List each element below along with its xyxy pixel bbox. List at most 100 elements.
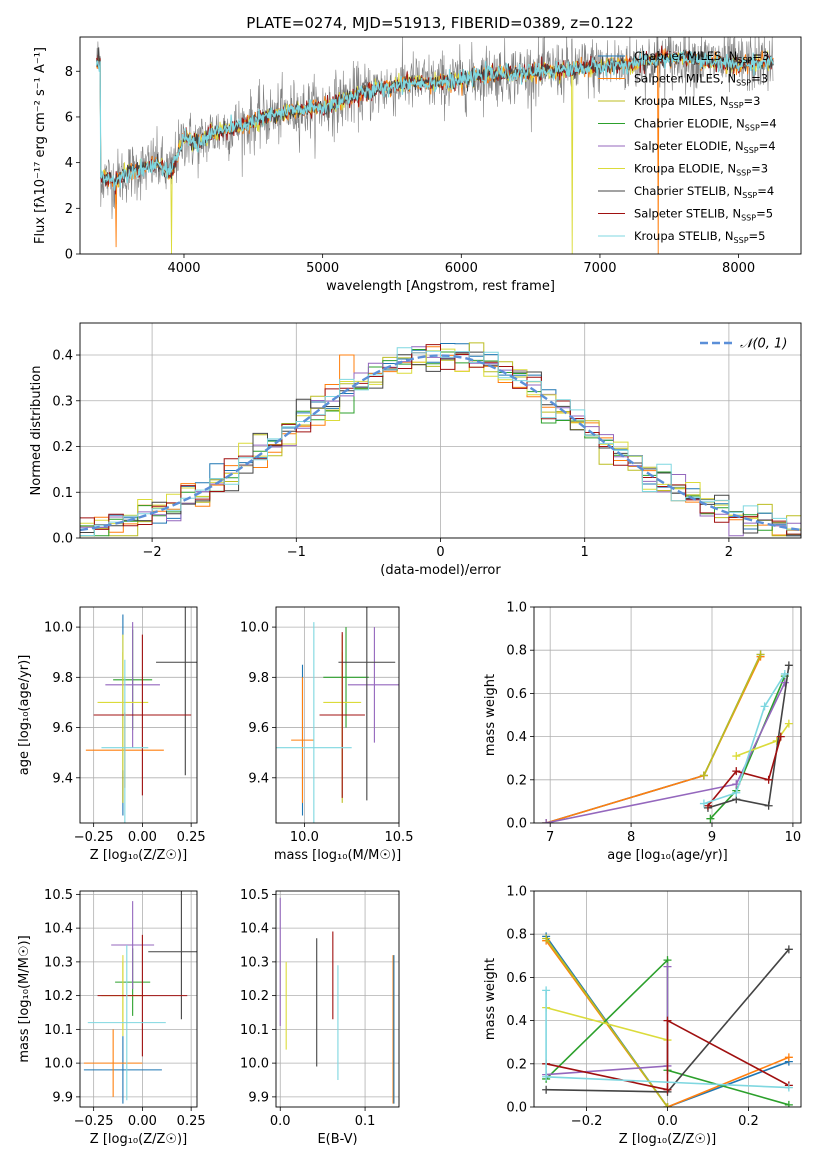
weight-marker — [663, 1016, 672, 1025]
weight-marker — [784, 1083, 793, 1092]
y-tick-label: 9.9 — [52, 1090, 73, 1105]
x-tick-label: 6000 — [445, 261, 478, 276]
plot-area — [534, 607, 801, 823]
x-axis-label: age [log₁₀(age/yr)] — [607, 848, 728, 863]
y-tick-label: 10.0 — [44, 621, 73, 636]
legend-entry: Salpeter ELODIE, NSSP=4 — [634, 139, 776, 155]
x-tick-label: 0.25 — [177, 1114, 206, 1129]
y-tick-label: 0.4 — [506, 730, 527, 745]
y-tick-label: 0.6 — [506, 687, 527, 702]
x-tick-label: 0.0 — [270, 1114, 291, 1129]
y-tick-label: 0.4 — [52, 349, 73, 364]
x-axis-label: (data-model)/error — [380, 563, 501, 578]
weight-marker — [699, 771, 708, 780]
legend-suffix: =5 — [756, 207, 773, 221]
axes-frame — [79, 322, 802, 539]
x-tick-label: 4000 — [167, 261, 200, 276]
y-tick-label: 0.8 — [506, 644, 527, 659]
legend-subscript: SSP — [736, 169, 751, 178]
legend-subscript: SSP — [742, 191, 757, 200]
x-tick-label: 10 — [785, 830, 802, 845]
y-tick-label: 9.8 — [52, 671, 73, 686]
plot-area — [534, 891, 801, 1107]
y-tick-label: 0.8 — [506, 928, 527, 943]
x-axis-label: Z [log₁₀(Z/Z☉)] — [619, 1132, 716, 1147]
y-tick-label: 9.6 — [248, 721, 269, 736]
legend-subscript: SSP — [729, 101, 744, 110]
y-tick-label: 10.0 — [240, 621, 269, 636]
x-tick-label: 8 — [627, 830, 635, 845]
weight-vs-age-panel: 7 8 9 10 0.0 0.2 0.4 0.6 0.8 1.0 age [log₁₀(age/yr… — [483, 601, 802, 863]
weight-marker — [760, 702, 769, 711]
y-tick-label: 10.0 — [240, 1057, 269, 1072]
x-tick-label: 0.0 — [657, 1114, 678, 1129]
histogram-kroupa-stelib — [80, 347, 801, 536]
y-tick-label: 9.4 — [248, 771, 269, 786]
y-tick-label: 10.5 — [240, 888, 269, 903]
weight-marker — [756, 650, 765, 659]
y-tick-label: 10.5 — [44, 888, 73, 903]
y-tick-label: 10.2 — [240, 989, 269, 1004]
weight-line-kroupa-miles — [545, 938, 669, 1107]
weight-marker — [663, 1085, 672, 1094]
weight-marker — [706, 814, 715, 823]
weight-vs-metallicity-panel: −0.2 0.0 0.2 0.0 0.2 0.4 0.6 0.8 1.0 Z [log₁₀(Z/Z… — [483, 885, 802, 1147]
x-tick-label: −2 — [143, 545, 162, 560]
weight-marker — [699, 799, 708, 808]
y-tick-label: 0.2 — [52, 440, 73, 455]
axes-frame — [275, 890, 400, 1108]
weight-marker — [780, 669, 789, 678]
legend-entry: Salpeter MILES, NSSP=3 — [634, 72, 768, 88]
x-axis-label: Z [log₁₀(Z/Z☉)] — [90, 1132, 187, 1147]
legend-subscript: SSP — [736, 79, 751, 88]
x-tick-label: 0.25 — [177, 830, 206, 845]
axes-frame — [275, 606, 400, 824]
y-axis-label: Normed distribution — [29, 366, 44, 496]
x-tick-label: 0.1 — [355, 1114, 376, 1129]
weight-marker — [663, 962, 672, 971]
plot-area — [276, 891, 399, 1107]
y-axis-label: mass weight — [483, 674, 498, 756]
y-tick-label: 10.1 — [240, 1023, 269, 1038]
y-axis-label: age [log₁₀(age/yr)] — [17, 655, 32, 776]
spectrum-panel: 4000 5000 6000 7000 8000 0 2 4 6 8 wavelength [Ang… — [33, 36, 802, 294]
y-tick-label: 10.3 — [240, 955, 269, 970]
legend-suffix: =3 — [751, 162, 768, 176]
weight-marker — [732, 788, 741, 797]
y-tick-label: 10.2 — [44, 989, 73, 1004]
weight-line-kroupa-elodie — [545, 1006, 668, 1041]
y-tick-label: 10.0 — [44, 1057, 73, 1072]
axes-frame — [533, 606, 802, 824]
legend-suffix: =3 — [751, 72, 768, 86]
legend-entry: Chabrier ELODIE, NSSP=4 — [634, 117, 777, 133]
age-vs-metallicity-panel: −0.25 0.00 0.25 9.4 9.6 9.8 10.0 Z [log₁₀(Z/Z☉)… — [17, 606, 206, 863]
y-tick-label: 9.4 — [52, 771, 73, 786]
y-tick-label: 4 — [65, 156, 73, 171]
x-tick-label: −1 — [287, 545, 306, 560]
weight-marker — [780, 678, 789, 687]
y-tick-label: 0.3 — [52, 394, 73, 409]
weight-line-chabrier-stelib — [707, 665, 790, 809]
y-tick-label: 2 — [65, 202, 73, 217]
weight-marker — [542, 819, 551, 823]
y-tick-label: 9.9 — [248, 1090, 269, 1105]
legend-suffix: =3 — [744, 94, 761, 108]
legend-subscript: SSP — [745, 124, 760, 133]
legend-suffix: =4 — [760, 117, 777, 131]
x-tick-label: 1 — [581, 545, 589, 560]
weight-line-salpeter-stelib — [545, 1019, 790, 1091]
weight-marker — [542, 1085, 551, 1094]
y-tick-label: 0.0 — [52, 532, 73, 547]
legend-suffix: =4 — [759, 139, 776, 153]
legend-suffix: =4 — [757, 184, 774, 198]
weight-marker — [784, 1053, 793, 1062]
legend-subscript: SSP — [737, 56, 752, 65]
plot-area — [80, 323, 801, 538]
histogram-kroupa-miles — [80, 342, 801, 537]
legend-entry: Kroupa ELODIE, NSSP=3 — [634, 162, 768, 178]
legend-subscript: SSP — [741, 214, 756, 223]
x-axis-label: wavelength [Angstrom, rest frame] — [326, 279, 555, 294]
normal-curve — [80, 354, 801, 532]
axes-frame — [533, 890, 802, 1108]
